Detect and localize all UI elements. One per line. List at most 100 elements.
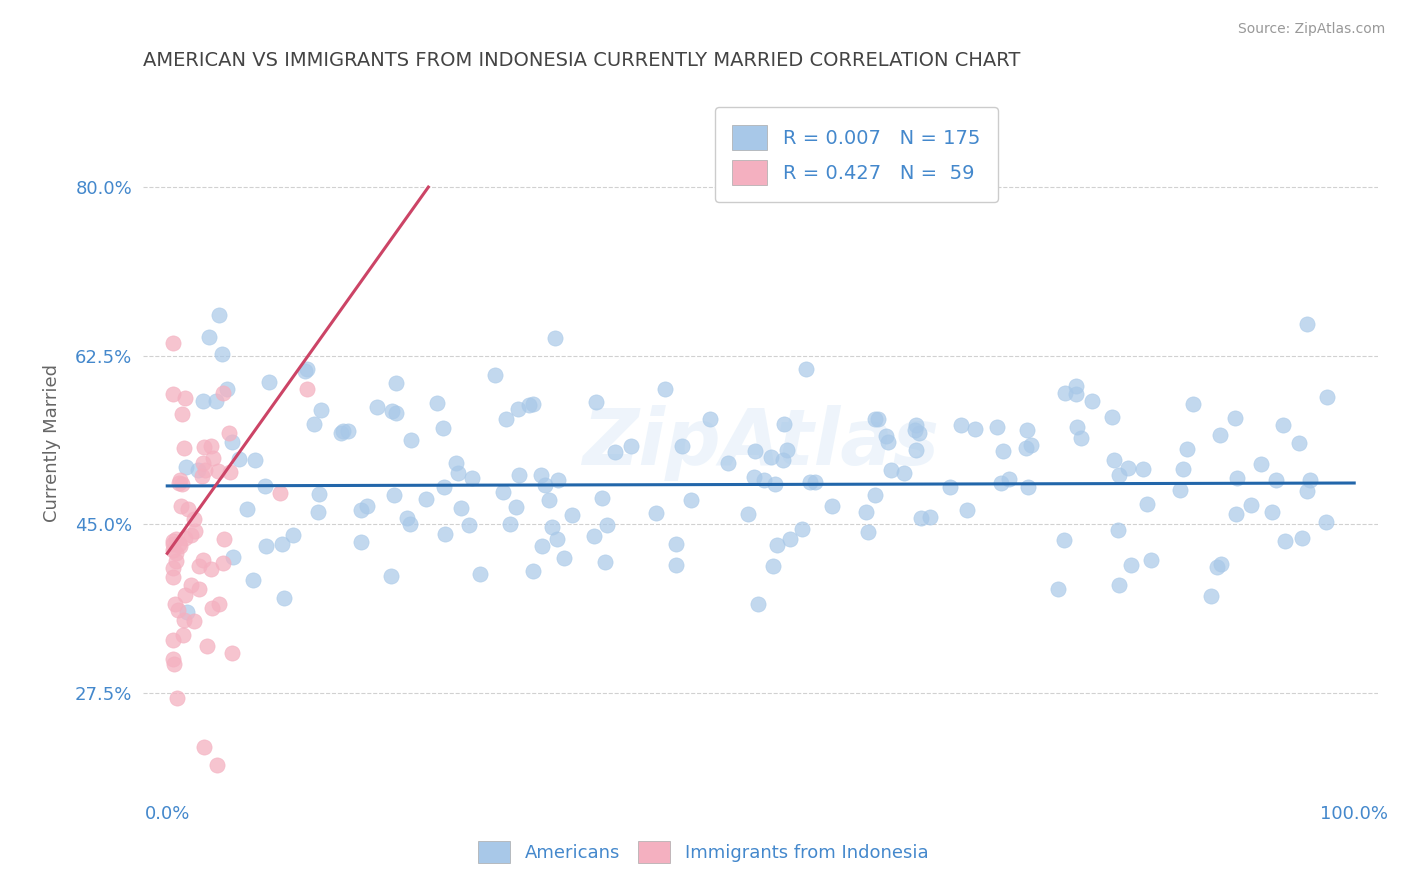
Point — [468, 566, 491, 581]
Point — [211, 347, 233, 361]
Point — [382, 487, 405, 501]
Point — [865, 488, 887, 502]
Point — [183, 512, 205, 526]
Point — [177, 501, 200, 516]
Text: ZipAtlas: ZipAtlas — [582, 405, 939, 481]
Point — [254, 479, 277, 493]
Point — [336, 424, 359, 438]
Point — [772, 452, 794, 467]
Point — [162, 537, 184, 551]
Text: AMERICAN VS IMMIGRANTS FROM INDONESIA CURRENTLY MARRIED CORRELATION CHART: AMERICAN VS IMMIGRANTS FROM INDONESIA CU… — [143, 51, 1021, 70]
Point — [1264, 473, 1286, 487]
Point — [174, 588, 197, 602]
Point — [172, 408, 194, 422]
Point — [875, 429, 897, 443]
Point — [169, 473, 191, 487]
Point — [796, 362, 818, 376]
Point — [450, 501, 472, 516]
Point — [163, 657, 186, 671]
Point — [170, 500, 193, 514]
Text: Source: ZipAtlas.com: Source: ZipAtlas.com — [1237, 22, 1385, 37]
Point — [219, 465, 242, 479]
Point — [792, 522, 814, 536]
Point — [671, 440, 693, 454]
Point — [877, 434, 900, 449]
Point — [1296, 318, 1319, 332]
Point — [1107, 523, 1129, 537]
Point — [1081, 394, 1104, 409]
Point — [208, 308, 231, 322]
Point — [1170, 483, 1192, 498]
Point — [180, 528, 202, 542]
Point — [1271, 417, 1294, 432]
Point — [893, 467, 915, 481]
Point — [904, 423, 927, 437]
Point — [166, 602, 188, 616]
Point — [596, 517, 619, 532]
Point — [432, 420, 454, 434]
Point — [499, 517, 522, 532]
Point — [1102, 453, 1125, 467]
Point — [1316, 390, 1339, 404]
Point — [863, 412, 886, 426]
Point — [385, 376, 408, 390]
Legend: R = 0.007   N = 175, R = 0.427   N =  59: R = 0.007 N = 175, R = 0.427 N = 59 — [716, 107, 998, 202]
Point — [997, 472, 1019, 486]
Point — [737, 507, 759, 521]
Point — [294, 364, 316, 378]
Point — [169, 539, 191, 553]
Point — [991, 444, 1014, 458]
Point — [918, 510, 941, 524]
Point — [547, 473, 569, 487]
Point — [215, 382, 238, 396]
Point — [990, 475, 1012, 490]
Point — [366, 400, 388, 414]
Point — [381, 404, 404, 418]
Point — [1298, 473, 1320, 487]
Point — [1274, 533, 1296, 548]
Point — [180, 578, 202, 592]
Point — [222, 550, 245, 565]
Point — [173, 531, 195, 545]
Point — [242, 574, 264, 588]
Point — [654, 382, 676, 396]
Point — [295, 382, 318, 396]
Point — [461, 471, 484, 485]
Point — [349, 534, 371, 549]
Point — [986, 420, 1008, 434]
Point — [458, 518, 481, 533]
Point — [484, 368, 506, 383]
Point — [1017, 423, 1039, 437]
Point — [963, 422, 986, 436]
Point — [205, 758, 228, 772]
Point — [399, 516, 422, 531]
Point — [544, 331, 567, 345]
Point — [187, 558, 209, 573]
Point — [1066, 420, 1088, 434]
Point — [162, 543, 184, 558]
Point — [200, 562, 222, 576]
Point — [187, 463, 209, 477]
Point — [821, 499, 844, 513]
Point — [385, 406, 408, 420]
Point — [426, 396, 449, 410]
Point — [349, 503, 371, 517]
Point — [273, 591, 295, 606]
Point — [665, 536, 688, 550]
Point — [162, 570, 184, 584]
Point — [166, 690, 188, 705]
Point — [1136, 497, 1159, 511]
Point — [949, 417, 972, 432]
Point — [699, 412, 721, 426]
Point — [176, 605, 198, 619]
Point — [1171, 462, 1194, 476]
Point — [522, 565, 544, 579]
Point — [880, 463, 903, 477]
Point — [444, 456, 467, 470]
Point — [492, 485, 515, 500]
Point — [1046, 582, 1069, 596]
Point — [1119, 558, 1142, 572]
Point — [193, 739, 215, 754]
Point — [495, 412, 517, 426]
Point — [561, 508, 583, 522]
